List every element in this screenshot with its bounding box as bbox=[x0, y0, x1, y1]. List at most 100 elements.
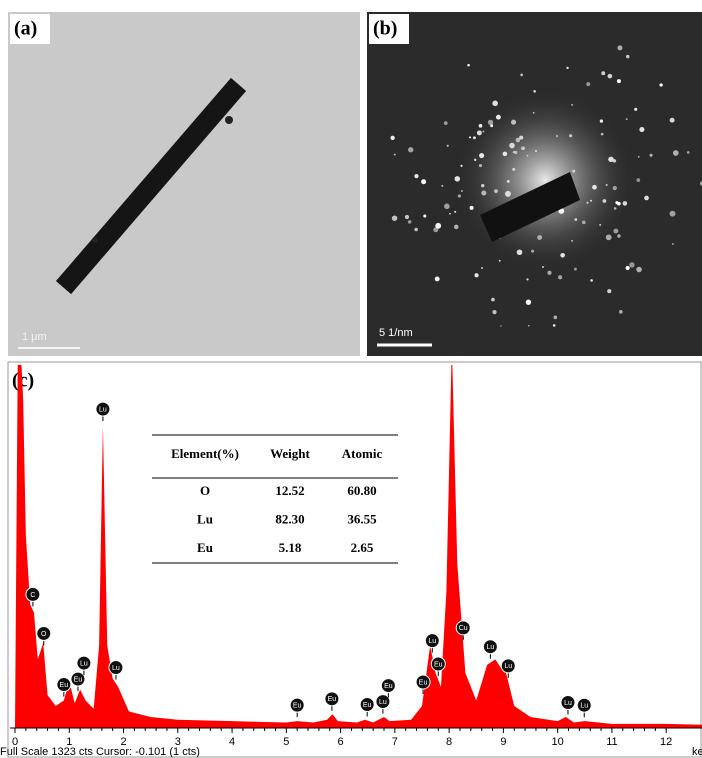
peak-marker bbox=[25, 586, 41, 602]
diffraction-spot bbox=[534, 149, 538, 153]
peak-label: O bbox=[41, 631, 47, 638]
diffraction-spot bbox=[482, 130, 485, 133]
diffraction-spot bbox=[407, 220, 412, 224]
diffraction-spot bbox=[531, 249, 535, 253]
diffraction-spot bbox=[601, 71, 606, 76]
diffraction-spot bbox=[590, 199, 593, 202]
diffraction-spot bbox=[557, 275, 563, 280]
diffraction-spot bbox=[625, 265, 630, 271]
diffraction-spot bbox=[547, 270, 552, 275]
diffraction-spot bbox=[644, 195, 649, 201]
x-tick-label: 6 bbox=[338, 736, 344, 748]
diffraction-spot bbox=[566, 66, 569, 70]
diffraction-spot bbox=[434, 276, 440, 282]
diffraction-spot bbox=[449, 212, 451, 215]
spectrum-panel bbox=[7, 361, 702, 758]
diffraction-spot bbox=[619, 310, 623, 314]
diffraction-spot bbox=[476, 130, 482, 136]
diffraction-spot bbox=[573, 267, 577, 271]
diffraction-spot bbox=[444, 203, 450, 210]
diffraction-spot bbox=[467, 63, 470, 67]
diffraction-spot bbox=[512, 167, 516, 171]
label-box bbox=[10, 14, 50, 44]
diffraction-spot bbox=[526, 278, 529, 281]
diffraction-spot bbox=[659, 83, 663, 87]
peak-marker bbox=[380, 678, 396, 694]
diffraction-spot bbox=[469, 136, 472, 139]
diffraction-spot bbox=[435, 222, 442, 229]
peak-label: Cu bbox=[459, 625, 468, 632]
peak-label: Eu bbox=[384, 683, 393, 690]
diffraction-spot bbox=[586, 82, 591, 87]
table-cell: 60.80 bbox=[347, 483, 376, 498]
panel-label: (b) bbox=[373, 18, 397, 40]
diffraction-spot bbox=[599, 223, 602, 226]
peak-label: Lu bbox=[564, 700, 572, 707]
diffraction-spot bbox=[622, 201, 628, 206]
table-cell: 12.52 bbox=[275, 483, 304, 498]
peak-label: Lu bbox=[580, 703, 588, 710]
diffraction-spot bbox=[634, 107, 638, 111]
peak-label: Eu bbox=[293, 702, 302, 709]
diffraction-spot bbox=[639, 127, 645, 133]
table-cell: Lu bbox=[197, 511, 213, 526]
diffraction-spot bbox=[528, 324, 530, 327]
diffraction-spot bbox=[605, 183, 608, 187]
peak-label: Eu bbox=[328, 696, 337, 703]
diffraction-spot bbox=[555, 134, 559, 138]
diffraction-spot bbox=[625, 118, 628, 121]
peak-label: Eu bbox=[363, 702, 372, 709]
table-cell: 5.18 bbox=[279, 540, 302, 555]
peak-label: Lu bbox=[112, 665, 120, 672]
diffraction-spot bbox=[510, 119, 517, 125]
diffraction-spot bbox=[516, 249, 523, 256]
diffraction-spot bbox=[605, 234, 612, 241]
diffraction-spot bbox=[390, 135, 395, 141]
diffraction-spot bbox=[572, 169, 576, 173]
diffraction-spot bbox=[454, 210, 457, 213]
diffraction-spot bbox=[391, 215, 398, 221]
diffraction-spot bbox=[505, 190, 511, 197]
table-cell: 82.30 bbox=[275, 511, 304, 526]
peak-marker bbox=[36, 625, 52, 641]
diffraction-spot bbox=[515, 137, 521, 143]
diffraction-spot bbox=[457, 194, 461, 198]
x-tick-label: 11 bbox=[606, 736, 617, 748]
x-tick-label: 1 bbox=[66, 736, 72, 748]
diffraction-spot bbox=[669, 210, 676, 217]
diffraction-spot bbox=[414, 227, 418, 232]
diffraction-spot bbox=[671, 243, 674, 245]
scale-bar-label: 1 μm bbox=[22, 331, 47, 343]
diffraction-spot bbox=[574, 218, 578, 221]
particle bbox=[225, 116, 233, 124]
peak-marker bbox=[500, 658, 516, 674]
diffraction-spot bbox=[478, 124, 483, 128]
diffraction-spot bbox=[533, 89, 536, 93]
diffraction-spot bbox=[478, 164, 483, 168]
x-tick-label: 4 bbox=[229, 736, 235, 748]
diffraction-spot bbox=[498, 259, 501, 262]
peak-label: Lu bbox=[379, 699, 387, 706]
beam-stop bbox=[480, 172, 580, 242]
diffraction-spot bbox=[636, 266, 642, 273]
x-tick-label: 8 bbox=[446, 736, 452, 748]
diffraction-spot bbox=[699, 181, 702, 186]
peak-label: Eu bbox=[74, 676, 83, 683]
table-cell: Eu bbox=[197, 540, 213, 555]
diffraction-spot bbox=[481, 190, 487, 196]
diffraction-spot bbox=[461, 190, 463, 192]
diffraction-spot bbox=[629, 262, 635, 268]
peak-marker bbox=[560, 694, 576, 710]
diffraction-spot bbox=[607, 73, 613, 79]
diffraction-spot bbox=[560, 252, 565, 258]
diffraction-spot bbox=[512, 151, 515, 154]
diffraction-spot bbox=[686, 151, 690, 154]
diffraction-spot bbox=[612, 185, 617, 191]
peak-label: Lu bbox=[80, 660, 88, 667]
peak-marker bbox=[359, 697, 375, 713]
diffraction-spot bbox=[569, 134, 573, 138]
diffraction-spot bbox=[491, 297, 495, 302]
diffraction-spot bbox=[553, 315, 558, 320]
table-cell: O bbox=[200, 483, 210, 498]
diffraction-spot bbox=[519, 135, 524, 140]
